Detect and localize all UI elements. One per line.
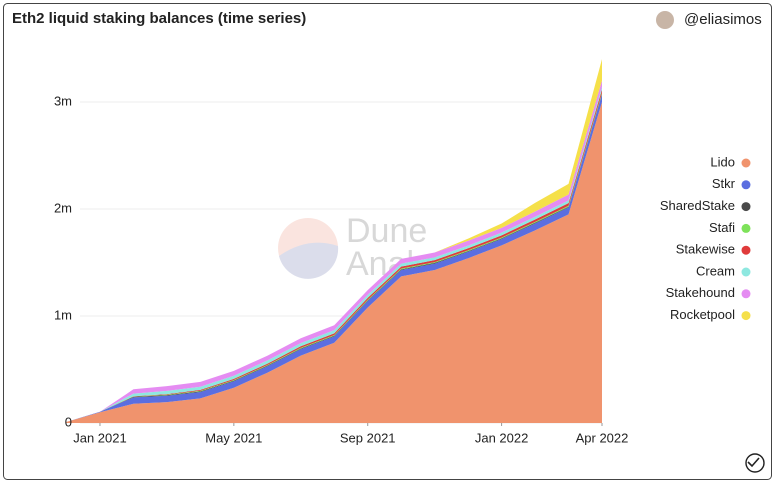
check-circle (745, 453, 765, 473)
x-tick-label: Apr 2022 (576, 430, 629, 445)
legend-swatch (741, 180, 751, 190)
y-tick-label: 2m (54, 200, 72, 215)
author: @eliasimos (684, 11, 762, 28)
legend-label: Rocketpool (670, 307, 735, 322)
legend-label: Cream (696, 263, 735, 278)
area (66, 102, 602, 423)
watermark-logo (278, 218, 339, 279)
y-tick-label: 3m (54, 93, 72, 108)
watermark: Dune (346, 212, 427, 250)
legend-label: SharedStake (660, 198, 735, 213)
legend-swatch (741, 223, 751, 233)
logo-circle (278, 218, 338, 278)
legend-swatch (741, 202, 751, 212)
legend-swatch (741, 158, 751, 168)
legend-label: Lido (710, 154, 735, 169)
legend-swatch (741, 311, 751, 321)
legend-label: Stkr (712, 176, 736, 191)
legend-label: Stakewise (676, 242, 735, 257)
x-tick-label: May 2021 (205, 430, 262, 445)
legend-label: Stakehound (666, 285, 735, 300)
legend-label: Stafi (709, 220, 735, 235)
plot (66, 59, 603, 426)
x-tick-label: Jan 2021 (73, 430, 127, 445)
avatar (656, 11, 674, 29)
y-tick-label: 0 (65, 414, 72, 429)
logo-shape (279, 242, 339, 279)
legend-swatch (741, 289, 751, 299)
legend-swatch (741, 245, 751, 255)
y-tick-label: 1m (54, 307, 72, 322)
legend-swatch (741, 267, 751, 277)
x-tick-label: Sep 2021 (340, 430, 396, 445)
check-icon (747, 457, 760, 468)
x-tick-label: Jan 2022 (475, 430, 529, 445)
chart-title: Eth2 liquid staking balances (time serie… (12, 10, 306, 27)
